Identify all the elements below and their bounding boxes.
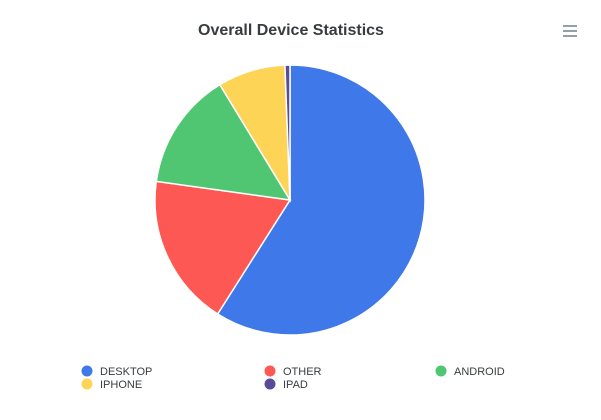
legend-label[interactable]: IPAD <box>283 379 308 391</box>
legend-label[interactable]: ANDROID <box>454 366 505 378</box>
chart-title: Overall Device Statistics <box>198 22 384 39</box>
menu-icon[interactable] <box>563 25 577 37</box>
legend-marker[interactable] <box>81 365 93 377</box>
legend-label[interactable]: OTHER <box>283 366 322 378</box>
legend-label[interactable]: DESKTOP <box>100 366 152 378</box>
legend-marker[interactable] <box>264 365 276 377</box>
pie-slice <box>284 64 291 201</box>
pie-slice <box>154 180 292 316</box>
pie-slice <box>216 64 426 336</box>
legend-marker[interactable] <box>81 378 93 390</box>
legend-marker[interactable] <box>435 365 447 377</box>
pie-slice <box>155 83 292 201</box>
legend-marker[interactable] <box>264 378 276 390</box>
legend-label[interactable]: IPHONE <box>100 379 142 391</box>
